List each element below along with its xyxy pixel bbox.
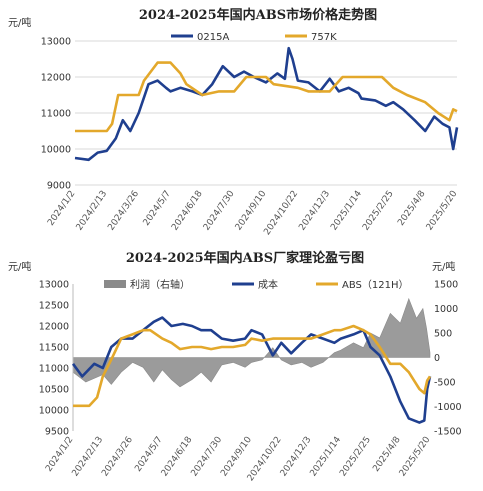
chart2-y2-tick-label: 0 [434,353,440,364]
chart2-title: 2024-2025年国内ABS厂家理论盈亏图 [126,250,364,266]
chart1-x-tick-label: 2025/5/20 [425,189,460,233]
chart2-profit-area [72,297,431,388]
chart1-gridlines [75,40,457,186]
chart2-y2-tick-label: -500 [434,378,456,389]
chart1-x-tick-label: 2024/10/22 [262,189,300,237]
chart2-y-tick-label: 10500 [39,385,69,396]
chart2-series-line-2 [73,324,432,408]
chart2-legend-label-cost: 成本 [258,278,278,291]
chart2-legend-swatch-profit [104,280,126,288]
chart1-x-tick-label: 2024/7/30 [202,189,237,233]
chart1-x-tick-label: 2024/5/7 [142,189,173,228]
chart1-x-tick-label: 2025/1/14 [329,189,364,233]
chart1-legend-label-757k: 757K [311,32,337,43]
chart1-x-tick-label: 2025/2/25 [361,189,396,233]
chart1-title: 2024-2025年国内ABS市场价格走势图 [139,7,377,23]
chart2-y2-tick-label: -1000 [434,402,462,413]
chart2-x-tick-label: 2024/3/26 [100,435,135,479]
chart1-x-tick-label: 2024/12/3 [297,189,332,233]
chart2-y2-tick-label: 1500 [434,280,458,291]
chart1-y-ticks: 9000 10000 11000 12000 13000 [41,37,71,192]
chart1-x-tick-label: 2024/1/2 [46,189,77,228]
chart2-legend-label-profit: 利润（右轴） [130,278,190,291]
chart2-x-tick-label: 2025/2/25 [338,435,373,479]
chart2-legend-label-abs121h: ABS（121H） [342,279,408,291]
chart2-y-tick-label: 13000 [39,280,69,291]
chart1-y-tick-label: 12000 [41,73,71,84]
chart2-x-tick-label: 2025/4/8 [371,435,403,474]
chart2-y2-tick-label: 500 [434,329,452,340]
chart1-x-tick-label: 2024/9/10 [234,189,269,233]
chart1-y-tick-label: 13000 [41,37,71,48]
chart2-y-tick-label: 12500 [39,301,69,312]
chart2-x-ticks: 2024/1/22024/2/132024/3/262024/5/72024/6… [44,435,433,483]
chart2-y-tick-label: 11000 [39,364,69,375]
chart1-legend-label-0215a: 0215A [197,32,229,43]
chart2-right-axis-unit: 元/吨 [432,260,455,273]
chart1-y-tick-label: 9000 [47,181,71,192]
chart1-y-tick-label: 10000 [41,145,71,156]
chart2-y-tick-label: 12000 [39,322,69,333]
chart2-x-tick-label: 2024/5/7 [133,435,164,474]
chart2-y-tick-label: 11500 [39,343,69,354]
chart2-left-axis-unit: 元/吨 [8,260,31,273]
chart1-x-tick-label: 2024/6/18 [170,189,205,233]
chart2-series-line-1 [71,316,432,424]
chart1-x-tick-label: 2025/4/8 [396,189,428,228]
chart2-left-y-ticks: 9500 10000 10500 11000 11500 12000 12500 13000 [39,280,74,438]
chart2-right-y-ticks: -1500 -1000 -500 0 500 1000 1500 [434,280,462,438]
chart2-y-tick-label: 9500 [45,427,69,438]
chart2-y2-tick-label: -1500 [434,427,462,438]
chart1-series-line-1 [75,61,458,133]
chart2-series [71,316,432,424]
chart2-series-profit-area [72,297,431,388]
chart1-series-line-0 [74,46,459,162]
chart2-x-tick-label: 2025/5/20 [398,435,433,479]
chart1-y-tick-label: 11000 [41,109,71,120]
chart1-x-tick-label: 2024/2/13 [75,189,110,233]
chart2-y2-tick-label: 1000 [434,304,458,315]
chart2-legend: 利润（右轴） 成本 ABS（121H） [104,278,408,291]
chart1-x-tick-label: 2024/3/26 [106,189,141,233]
chart1-series [74,46,459,162]
chart1-legend: 0215A 757K [171,32,337,43]
chart2-x-tick-label: 2024/1/2 [44,435,75,474]
chart2-y-tick-label: 10000 [39,406,69,417]
chart1-y-axis-unit: 元/吨 [8,16,31,29]
